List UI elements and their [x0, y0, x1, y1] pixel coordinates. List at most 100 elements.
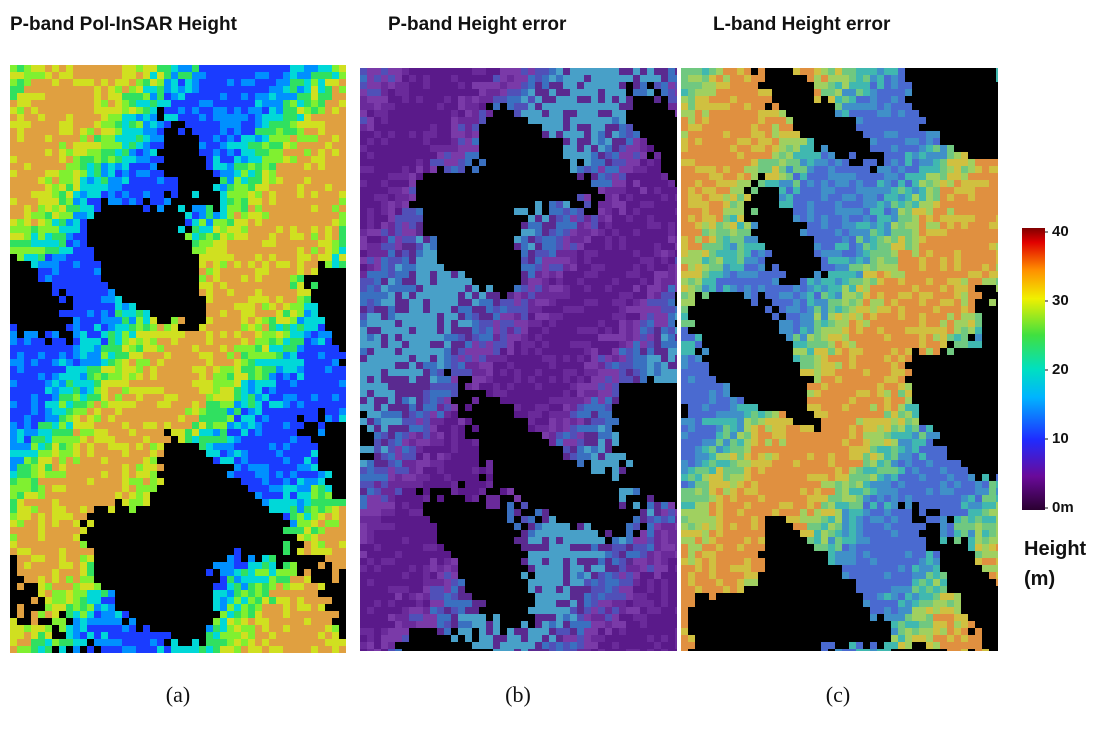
map-pixel	[290, 590, 297, 597]
map-pixel	[101, 457, 108, 464]
map-pixel	[374, 299, 381, 306]
map-pixel	[626, 180, 633, 187]
map-pixel	[73, 611, 80, 618]
map-pixel	[59, 79, 66, 86]
map-pixel	[164, 107, 171, 114]
map-pixel	[157, 324, 164, 331]
map-pixel	[45, 443, 52, 450]
map-pixel	[367, 313, 374, 320]
map-pixel	[262, 492, 269, 499]
map-pixel	[570, 313, 577, 320]
map-pixel	[10, 163, 17, 170]
map-pixel	[59, 646, 66, 653]
map-pixel	[199, 100, 206, 107]
map-pixel	[17, 198, 24, 205]
map-pixel	[339, 520, 346, 527]
map-pixel	[87, 114, 94, 121]
map-pixel	[220, 604, 227, 611]
map-pixel	[17, 541, 24, 548]
map-pixel	[311, 394, 318, 401]
map-pixel	[269, 632, 276, 639]
map-pixel	[675, 215, 677, 222]
map-pixel	[115, 331, 122, 338]
map-pixel	[577, 334, 584, 341]
map-pixel	[374, 250, 381, 257]
map-pixel	[283, 114, 290, 121]
map-pixel	[178, 429, 185, 436]
map-pixel	[430, 257, 437, 264]
map-pixel	[563, 397, 570, 404]
map-pixel	[38, 72, 45, 79]
map-pixel	[570, 278, 577, 285]
map-pixel	[584, 425, 591, 432]
map-pixel	[129, 450, 136, 457]
map-pixel	[367, 383, 374, 390]
map-pixel	[332, 632, 339, 639]
map-pixel	[472, 145, 479, 152]
map-pixel	[591, 285, 598, 292]
map-pixel	[437, 320, 444, 327]
map-pixel	[199, 352, 206, 359]
map-pixel	[206, 107, 213, 114]
map-pixel	[45, 632, 52, 639]
map-pixel	[262, 646, 269, 653]
map-pixel	[136, 184, 143, 191]
map-pixel	[143, 499, 150, 506]
map-pixel	[234, 275, 241, 282]
map-pixel	[437, 418, 444, 425]
map-pixel	[612, 285, 619, 292]
map-pixel	[633, 306, 640, 313]
map-pixel	[416, 285, 423, 292]
map-pixel	[647, 299, 654, 306]
map-pixel	[262, 268, 269, 275]
map-pixel	[157, 380, 164, 387]
map-pixel	[290, 471, 297, 478]
map-pixel	[423, 425, 430, 432]
map-pixel	[143, 331, 150, 338]
map-pixel	[654, 194, 661, 201]
map-pixel	[605, 201, 612, 208]
map-pixel	[66, 282, 73, 289]
map-pixel	[227, 618, 234, 625]
map-pixel	[73, 373, 80, 380]
map-pixel	[52, 583, 59, 590]
map-pixel	[262, 590, 269, 597]
map-pixel	[248, 436, 255, 443]
map-pixel	[283, 548, 290, 555]
map-pixel	[402, 124, 409, 131]
map-pixel	[101, 352, 108, 359]
map-pixel	[220, 569, 227, 576]
map-pixel	[367, 362, 374, 369]
map-pixel	[458, 334, 465, 341]
map-pixel	[24, 331, 31, 338]
map-pixel	[598, 222, 605, 229]
map-pixel	[290, 639, 297, 646]
map-pixel	[416, 236, 423, 243]
map-pixel	[45, 394, 52, 401]
map-pixel	[556, 306, 563, 313]
map-pixel	[381, 103, 388, 110]
map-pixel	[598, 285, 605, 292]
map-pixel	[311, 93, 318, 100]
map-pixel	[654, 166, 661, 173]
map-pixel	[255, 310, 262, 317]
map-pixel	[192, 121, 199, 128]
map-pixel	[479, 306, 486, 313]
map-pixel	[381, 229, 388, 236]
map-pixel	[255, 408, 262, 415]
map-pixel	[556, 75, 563, 82]
map-pixel	[31, 345, 38, 352]
map-pixel	[598, 369, 605, 376]
map-pixel	[255, 324, 262, 331]
map-pixel	[122, 338, 129, 345]
map-pixel	[304, 366, 311, 373]
map-pixel	[234, 233, 241, 240]
map-pixel	[52, 457, 59, 464]
map-pixel	[241, 401, 248, 408]
map-pixel	[171, 184, 178, 191]
map-pixel	[24, 506, 31, 513]
map-pixel	[38, 79, 45, 86]
map-pixel	[255, 618, 262, 625]
map-pixel	[451, 404, 458, 411]
map-pixel	[612, 327, 619, 334]
